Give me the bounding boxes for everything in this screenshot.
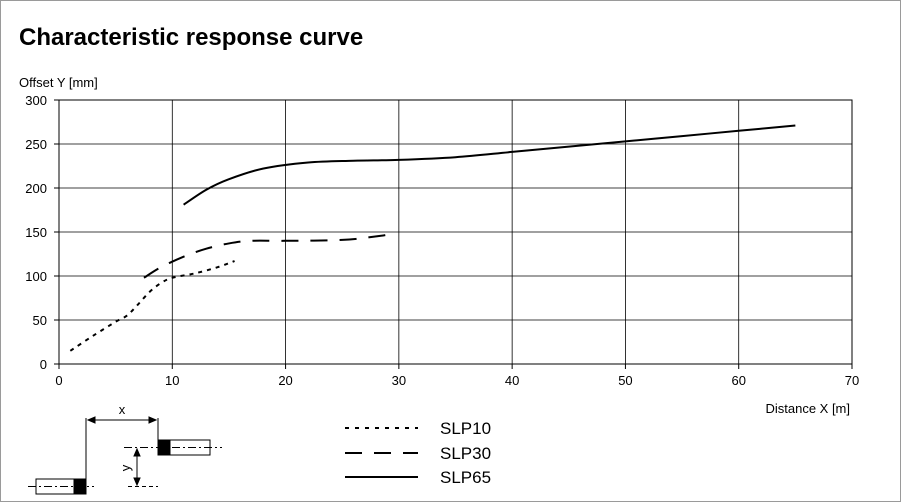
x-tick-label: 60	[731, 373, 745, 388]
y-tick-label: 150	[25, 225, 47, 240]
y-tick-label: 100	[25, 269, 47, 284]
y-arrow-top	[133, 447, 141, 457]
offset-diagram	[28, 416, 222, 495]
diagram-y-label: y	[118, 464, 133, 471]
y-tick-label: 0	[40, 357, 47, 372]
series-line-slp10	[69, 260, 235, 352]
x-arrow-left	[86, 416, 96, 424]
y-tick-label: 300	[25, 93, 47, 108]
y-tick-label: 250	[25, 137, 47, 152]
x-axis-label: Distance X [m]	[765, 401, 850, 416]
y-tick-label: 200	[25, 181, 47, 196]
legend-label-slp65: SLP65	[440, 468, 491, 487]
legend-label-slp10: SLP10	[440, 419, 491, 438]
series-line-slp30	[143, 232, 394, 279]
x-tick-label: 70	[845, 373, 859, 388]
x-tick-label: 20	[278, 373, 292, 388]
x-arrow-right	[148, 416, 158, 424]
legend-label-slp30: SLP30	[440, 444, 491, 463]
x-tick-label: 30	[392, 373, 406, 388]
series-line-slp65	[183, 124, 796, 206]
y-arrow-bottom	[133, 477, 141, 487]
legend: SLP10 SLP30 SLP65	[345, 419, 491, 487]
tick-labels: 0 10 20 30 40 50 60 70 0 50 100 150 200 250 300	[25, 93, 859, 388]
y-tick-label: 50	[33, 313, 47, 328]
chart-title: Characteristic response curve	[19, 24, 364, 51]
diagram-x-label: x	[119, 402, 126, 417]
x-tick-label: 10	[165, 373, 179, 388]
x-tick-label: 40	[505, 373, 519, 388]
x-tick-label: 50	[618, 373, 632, 388]
x-tick-label: 0	[55, 373, 62, 388]
y-axis-label: Offset Y [mm]	[19, 75, 98, 90]
grid-lines	[58, 99, 853, 365]
series-layer	[69, 124, 796, 352]
